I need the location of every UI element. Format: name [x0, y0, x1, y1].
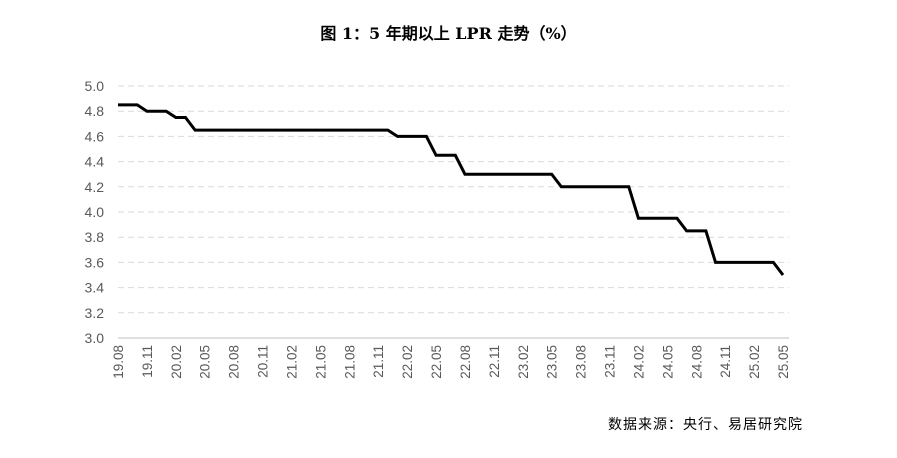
x-tick-label: 20.05 [198, 345, 213, 379]
x-tick-label: 24.08 [689, 345, 704, 379]
x-tick-label: 19.08 [111, 345, 126, 379]
x-tick-label: 21.05 [313, 345, 328, 379]
data-source-note: 数据来源：央行、易居研究院 [608, 417, 803, 433]
x-tick-label: 21.11 [371, 345, 386, 378]
y-tick-label: 3.2 [85, 305, 105, 321]
x-tick-label: 20.08 [227, 345, 242, 379]
y-tick-label: 4.0 [85, 204, 105, 220]
y-tick-label: 3.4 [85, 280, 105, 296]
x-tick-label: 22.05 [429, 345, 444, 379]
x-tick-label: 22.02 [400, 345, 415, 379]
y-tick-label: 4.6 [85, 128, 105, 144]
x-tick-label: 20.02 [169, 345, 184, 379]
x-tick-label: 21.02 [284, 345, 299, 379]
y-tick-label: 3.0 [85, 330, 105, 346]
x-tick-label: 19.11 [140, 345, 155, 378]
x-tick-label: 22.08 [458, 345, 473, 379]
y-tick-label: 4.2 [85, 179, 105, 195]
x-tick-label: 24.11 [718, 345, 733, 378]
x-tick-label: 24.02 [631, 345, 646, 379]
x-tick-label: 25.05 [776, 345, 791, 379]
x-tick-label: 20.11 [256, 345, 271, 378]
lpr-series-line [118, 103, 785, 276]
x-tick-label: 23.05 [545, 345, 560, 379]
x-tick-label: 21.08 [342, 345, 357, 379]
y-tick-label: 3.6 [85, 254, 105, 270]
y-tick-label: 4.4 [85, 154, 105, 170]
x-tick-label: 23.08 [574, 345, 589, 379]
y-tick-label: 5.0 [85, 78, 105, 94]
x-tick-label: 25.02 [747, 345, 762, 379]
x-tick-label: 23.11 [603, 345, 618, 378]
x-tick-label: 23.02 [516, 345, 531, 379]
x-tick-label: 22.11 [487, 345, 502, 378]
y-tick-label: 3.8 [85, 229, 105, 245]
x-tick-label: 24.05 [660, 345, 675, 379]
y-tick-label: 4.8 [85, 103, 105, 119]
chart-title: 图 1：5 年期以上 LPR 走势（%） [320, 24, 577, 43]
